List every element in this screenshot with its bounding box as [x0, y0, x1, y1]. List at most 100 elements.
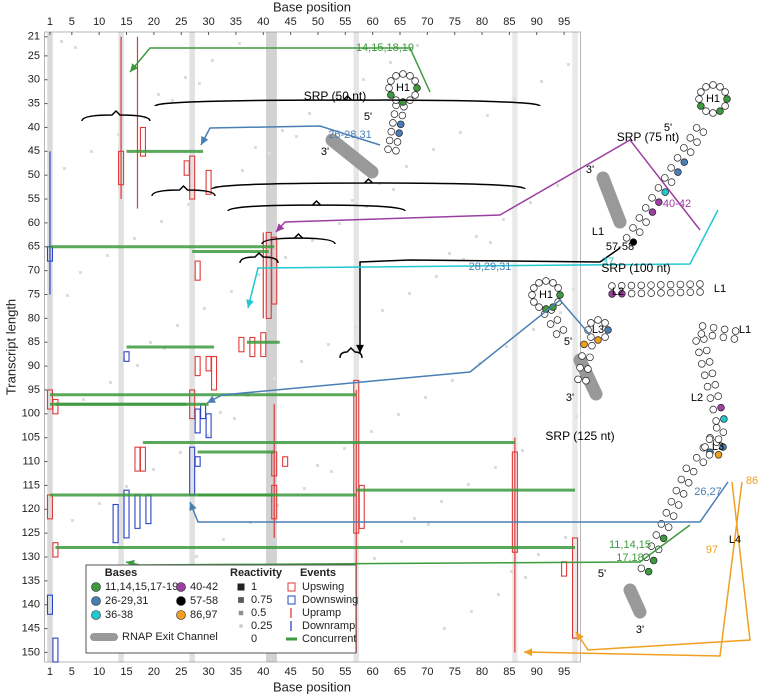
y-tick-label: 50	[28, 169, 40, 181]
speckle	[238, 42, 241, 45]
nucleotide	[556, 291, 564, 299]
nucleotide	[647, 542, 656, 550]
speckle	[160, 220, 163, 223]
x-tick-label-top: 30	[202, 16, 214, 28]
nucleotide	[705, 358, 714, 366]
annotation: 57-58	[606, 241, 634, 253]
x-tick-label: 55	[339, 666, 351, 678]
nucleotide	[721, 88, 729, 96]
speckle	[117, 133, 120, 136]
nucleotide	[629, 238, 638, 246]
speckle	[443, 627, 446, 630]
downswing-event	[52, 637, 59, 663]
nucleotide	[692, 124, 701, 132]
annotation: L1	[739, 324, 751, 336]
speckle	[521, 449, 524, 452]
annotation: L2	[691, 392, 703, 404]
y-tick-label: 35	[28, 97, 40, 109]
speckle	[532, 328, 535, 331]
nucleotide	[719, 333, 728, 342]
legend-swatch	[91, 582, 101, 592]
x-tick-label: 5	[69, 666, 75, 678]
nucleotide	[706, 394, 715, 402]
nucleotide	[661, 188, 669, 196]
speckle	[254, 146, 257, 149]
speckle	[448, 252, 451, 255]
nucleotide	[387, 91, 395, 99]
upswing-event	[358, 484, 365, 529]
nucleotide	[716, 83, 724, 91]
nucleotide	[695, 95, 703, 103]
annotation: SRP (100 nt)	[601, 261, 670, 275]
nucleotide	[714, 392, 722, 400]
legend-swatch	[176, 582, 186, 592]
speckle	[373, 557, 376, 560]
nucleotide	[576, 363, 584, 372]
nucleotide	[627, 281, 636, 290]
reactivity-column	[266, 32, 272, 662]
nucleotide	[588, 341, 596, 350]
upswing-event	[205, 169, 212, 195]
speckle	[106, 254, 109, 257]
nucleotide	[703, 382, 712, 391]
nucleotide	[552, 330, 561, 338]
speckle	[276, 504, 279, 507]
speckle	[486, 114, 489, 117]
x-tick-label-top: 10	[93, 16, 105, 28]
x-tick-label-top: 45	[284, 16, 296, 28]
nucleotide	[637, 289, 646, 298]
x-tick-label-top: 55	[339, 16, 351, 28]
reactivity-column	[572, 32, 578, 662]
speckle	[362, 78, 365, 81]
nucleotide	[711, 380, 720, 389]
speckle	[303, 487, 306, 490]
y-tick-label: 40	[28, 121, 40, 133]
nucleotide	[720, 325, 729, 334]
speckle	[540, 80, 543, 83]
annotation: SRP (75 nt)	[617, 130, 679, 144]
nucleotide	[587, 319, 595, 327]
nucleotide	[684, 479, 693, 487]
brace	[151, 184, 216, 197]
upswing-event	[52, 542, 59, 558]
legend-label: 86,97	[190, 609, 218, 621]
nucleotide	[608, 290, 616, 298]
arrowhead	[189, 502, 197, 511]
pointer-line	[359, 247, 621, 353]
legend-label: 57-58	[190, 595, 218, 607]
nucleotide	[635, 228, 644, 236]
upswing-event	[194, 260, 201, 281]
speckle	[60, 40, 63, 43]
nucleotide	[677, 475, 686, 484]
speckle	[351, 199, 354, 202]
arrowhead	[130, 63, 139, 72]
legend-swatch	[91, 610, 101, 620]
speckle	[66, 294, 69, 297]
nucleotide	[654, 184, 663, 192]
x-tick-label-top: 95	[558, 16, 570, 28]
nucleotide	[719, 428, 728, 436]
speckle	[416, 44, 419, 47]
annotation: L1	[714, 283, 726, 295]
nucleotide	[608, 282, 616, 290]
reactivity-column	[271, 32, 277, 662]
nucleotide	[601, 333, 609, 341]
nucleotide	[712, 424, 721, 432]
speckle	[171, 99, 174, 102]
speckle	[397, 413, 400, 416]
nucleotide	[657, 289, 665, 297]
y-tick-label: 110	[22, 455, 40, 467]
legend-label: 1	[251, 581, 257, 593]
arrowhead	[524, 648, 533, 657]
speckle	[295, 135, 298, 138]
speckle	[63, 167, 66, 170]
nucleotide	[635, 214, 644, 222]
upswing-event	[194, 355, 201, 377]
x-tick-label-top: 70	[421, 16, 433, 28]
nucleotide	[649, 556, 658, 565]
legend-swatch	[91, 596, 101, 606]
nucleotide	[644, 567, 653, 576]
nucleotide	[392, 146, 400, 155]
speckle	[330, 470, 333, 473]
